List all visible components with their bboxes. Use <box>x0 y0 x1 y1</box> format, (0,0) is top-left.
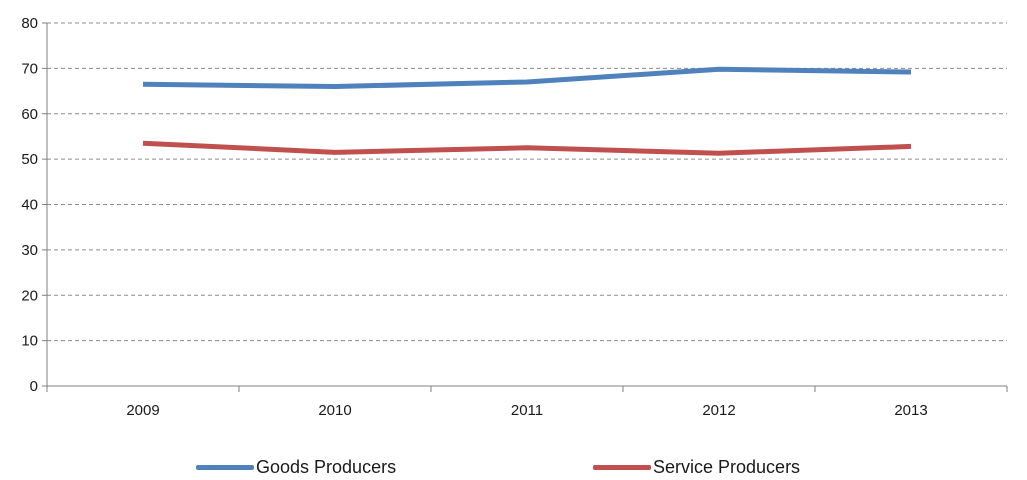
x-tick-label-2010: 2010 <box>318 402 351 419</box>
series-lines <box>143 69 911 153</box>
x-axis-ticks: 2009 2010 2011 2012 2013 <box>47 386 1007 419</box>
y-axis-ticks: 0 10 20 30 40 50 60 70 80 <box>21 15 47 395</box>
y-tick-label-80: 80 <box>21 15 38 32</box>
series-line-goods-producers <box>143 69 911 86</box>
y-tick-label-60: 60 <box>21 106 38 123</box>
y-tick-label-70: 70 <box>21 60 38 77</box>
y-tick-label-50: 50 <box>21 151 38 168</box>
legend-label-goods-producers: Goods Producers <box>256 456 396 478</box>
y-tick-label-30: 30 <box>21 242 38 259</box>
legend-swatch-goods-producers <box>196 465 254 470</box>
x-tick-label-2011: 2011 <box>511 402 543 419</box>
y-tick-label-40: 40 <box>21 197 38 214</box>
legend-label-service-producers: Service Producers <box>653 456 800 478</box>
series-line-service-producers <box>143 143 911 153</box>
y-tick-label-0: 0 <box>30 378 38 395</box>
x-tick-label-2012: 2012 <box>702 402 735 419</box>
y-tick-label-20: 20 <box>21 287 38 304</box>
legend-swatch-service-producers <box>593 465 651 470</box>
y-tick-label-10: 10 <box>21 333 38 350</box>
x-tick-label-2009: 2009 <box>126 402 159 419</box>
x-tick-label-2013: 2013 <box>894 402 927 419</box>
legend-item-service-producers: Service Producers <box>593 456 800 478</box>
legend: Goods Producers Service Producers <box>0 456 1027 480</box>
legend-item-goods-producers: Goods Producers <box>196 456 396 478</box>
line-chart: 0 10 20 30 40 50 60 70 80 2009 2010 2011 2012 2013 <box>0 0 1027 440</box>
